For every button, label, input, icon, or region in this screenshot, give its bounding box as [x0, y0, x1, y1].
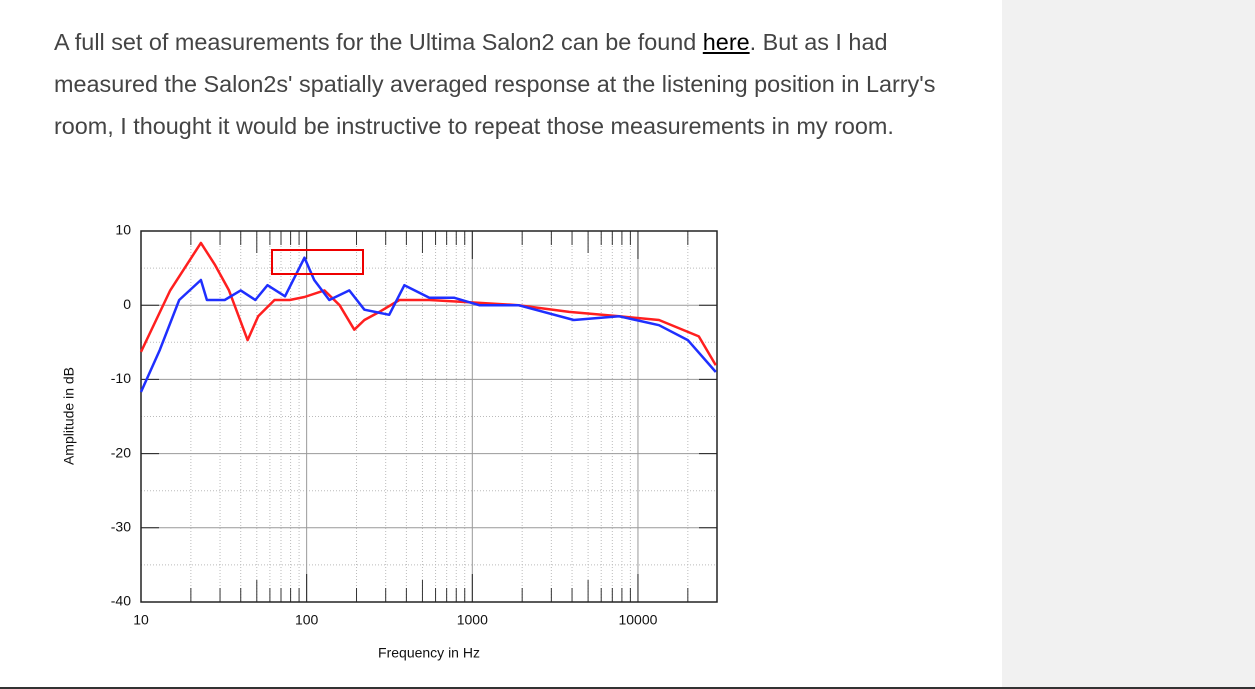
y-tick-label: -20	[111, 444, 131, 460]
divider	[0, 687, 1255, 689]
text: A full set of measurements for the Ultim…	[54, 29, 703, 55]
y-axis-title: Amplitude in dB	[61, 367, 77, 465]
series-line	[139, 256, 717, 393]
series-line	[139, 241, 717, 366]
y-tick-label: -30	[111, 519, 131, 535]
highlight-box	[271, 249, 364, 275]
paragraph: A full set of measurements for the Ultim…	[54, 21, 959, 147]
text: . But as I had measured the Salon2s' spa…	[54, 29, 936, 139]
y-tick-label: -40	[111, 593, 131, 609]
x-axis-title: Frequency in Hz	[378, 645, 480, 661]
x-tick-label: 10000	[618, 612, 657, 628]
x-tick-label: 1000	[457, 612, 488, 628]
chart: Frequency in Hz Amplitude in dB 100-10-2…	[61, 222, 718, 661]
link[interactable]: here	[702, 29, 750, 55]
x-tick-label: 100	[295, 612, 319, 628]
x-tick-label: 10	[133, 612, 149, 628]
y-tick-label: -10	[111, 370, 131, 386]
y-tick-label: 0	[123, 296, 131, 312]
y-tick-label: 10	[115, 222, 131, 238]
plot-frame	[140, 230, 718, 603]
